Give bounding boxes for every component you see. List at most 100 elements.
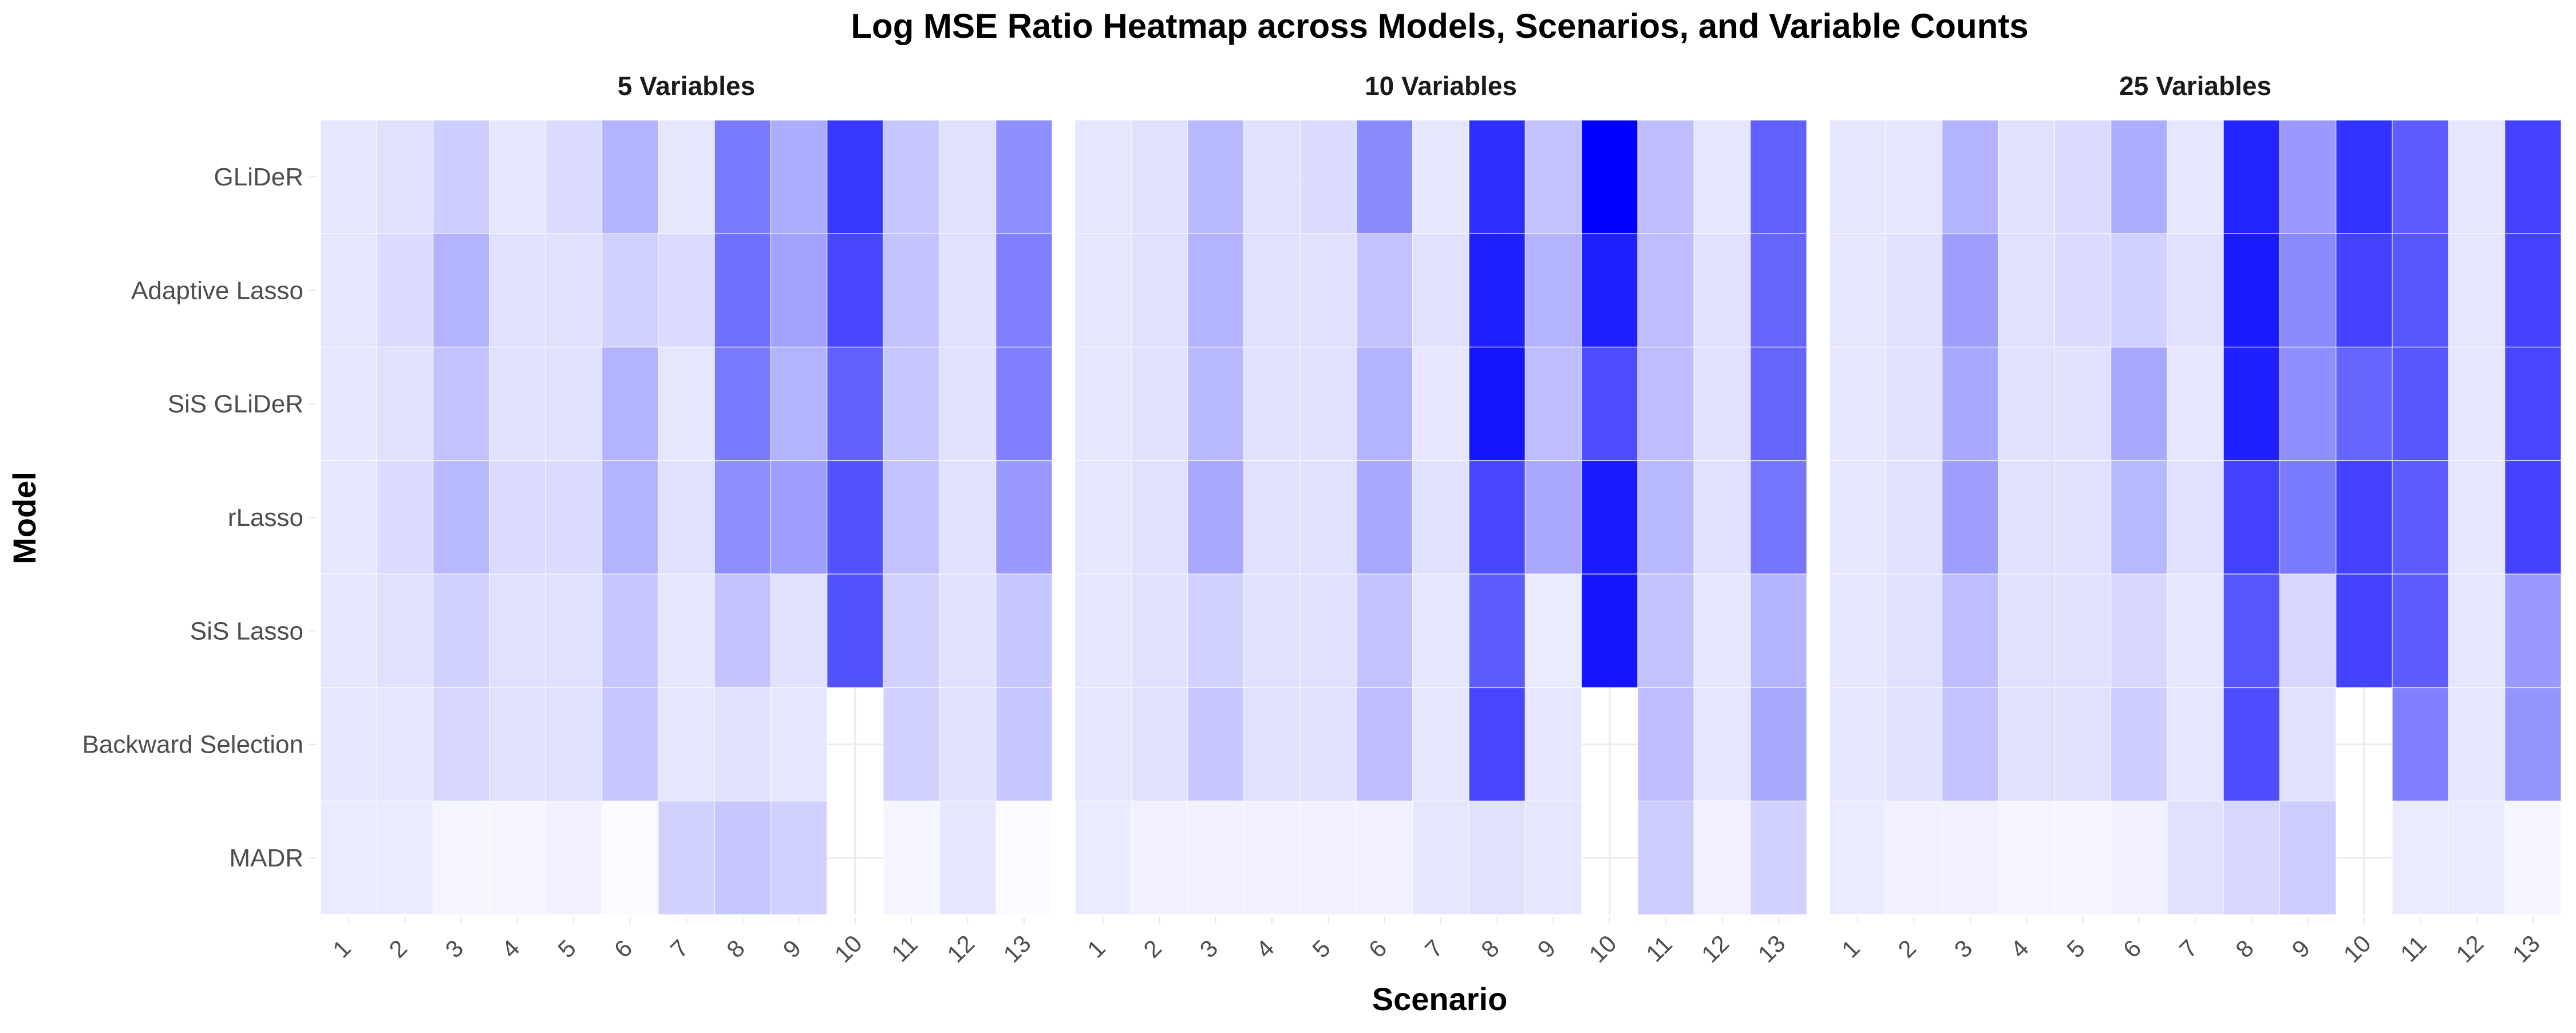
heatmap-cell xyxy=(601,687,659,802)
heatmap-cell xyxy=(2167,573,2224,688)
heatmap-cell xyxy=(1637,800,1695,915)
heatmap-cell xyxy=(2448,233,2506,348)
heatmap-cell xyxy=(714,120,772,235)
heatmap-cell xyxy=(883,460,941,575)
heatmap-cell xyxy=(545,460,603,575)
heatmap-cell xyxy=(2054,800,2112,915)
heatmap-cell xyxy=(1941,120,1999,235)
heatmap-cell xyxy=(1885,573,1943,688)
heatmap-cell xyxy=(770,233,828,348)
chart-title: Log MSE Ratio Heatmap across Models, Sce… xyxy=(851,7,2028,45)
heatmap-cell xyxy=(2110,800,2168,915)
heatmap-cell xyxy=(1829,346,1887,461)
heatmap-cell xyxy=(2336,233,2393,348)
heatmap-cell xyxy=(1693,120,1751,235)
heatmap-cell xyxy=(1074,346,1132,461)
heatmap-cell xyxy=(320,687,378,802)
x-tick-label: 6 xyxy=(1364,935,1392,963)
heatmap-cell xyxy=(1412,233,1469,348)
x-tick-label: 13 xyxy=(998,930,1036,968)
heatmap-cell xyxy=(1356,346,1413,461)
heatmap-cell xyxy=(1941,346,1999,461)
heatmap-cell xyxy=(320,573,378,688)
heatmap-cell xyxy=(601,233,659,348)
heatmap-cell xyxy=(376,573,434,688)
heatmap-cell xyxy=(1693,573,1751,688)
x-tick-label: 3 xyxy=(1949,935,1978,963)
heatmap-cell xyxy=(1693,460,1751,575)
heatmap-cell xyxy=(1581,120,1638,235)
heatmap-cell xyxy=(1885,460,1943,575)
heatmap-cell xyxy=(601,573,659,688)
heatmap-cell xyxy=(1998,233,2055,348)
heatmap-cell xyxy=(827,120,884,235)
heatmap-cell xyxy=(489,120,546,235)
heatmap-cell xyxy=(320,800,378,915)
y-tick-label: Adaptive Lasso xyxy=(131,276,303,304)
heatmap-cell xyxy=(714,800,772,915)
heatmap-cell xyxy=(827,460,884,575)
heatmap-cell xyxy=(1299,346,1357,461)
heatmap-cell xyxy=(1299,800,1357,915)
heatmap-cell xyxy=(2504,120,2562,235)
x-tick-label: 13 xyxy=(1752,930,1790,968)
heatmap-cell xyxy=(1187,800,1244,915)
heatmap-cell xyxy=(1693,800,1751,915)
heatmap-cell xyxy=(1356,120,1413,235)
heatmap-cell xyxy=(1829,800,1887,915)
heatmap-cell xyxy=(883,120,941,235)
heatmap-cell xyxy=(2392,233,2449,348)
heatmap-cell xyxy=(432,120,490,235)
heatmap-cell xyxy=(1187,346,1244,461)
y-tick-label: rLasso xyxy=(228,504,303,532)
heatmap-cell xyxy=(2054,120,2112,235)
heatmap-cell xyxy=(1524,573,1582,688)
heatmap-cell xyxy=(320,460,378,575)
heatmap-cell xyxy=(545,233,603,348)
heatmap-cell xyxy=(1524,346,1582,461)
y-tick-label: GLiDeR xyxy=(214,163,304,191)
heatmap-cell xyxy=(1829,120,1887,235)
heatmap-cell xyxy=(1187,573,1244,688)
x-tick-label: 12 xyxy=(2451,930,2488,968)
heatmap-cell xyxy=(1581,346,1638,461)
heatmap-cell xyxy=(1749,233,1807,348)
heatmap-cell xyxy=(2279,120,2337,235)
heatmap-cell xyxy=(1243,346,1301,461)
heatmap-cell xyxy=(2504,573,2562,688)
x-tick-label: 7 xyxy=(2174,935,2203,963)
heatmap-cell xyxy=(1524,687,1582,802)
heatmap-cell xyxy=(1998,346,2055,461)
x-tick-label: 12 xyxy=(942,930,979,968)
x-tick-label: 1 xyxy=(1836,935,1865,963)
x-tick-label: 4 xyxy=(1251,935,1279,963)
heatmap-cell xyxy=(1749,800,1807,915)
heatmap-cell xyxy=(1885,687,1943,802)
facet-label: 10 Variables xyxy=(1365,71,1517,101)
heatmap-cell xyxy=(1637,346,1695,461)
heatmap-cell xyxy=(2392,573,2449,688)
x-tick-label: 8 xyxy=(721,935,750,963)
heatmap-cell xyxy=(1693,346,1751,461)
heatmap-cell xyxy=(1524,460,1582,575)
heatmap-cell xyxy=(601,120,659,235)
heatmap-cell xyxy=(939,800,997,915)
heatmap-cell xyxy=(1998,687,2055,802)
heatmap-cell xyxy=(1941,573,1999,688)
x-tick-label: 11 xyxy=(886,931,923,967)
heatmap-cell xyxy=(432,346,490,461)
heatmap-cell xyxy=(2167,346,2224,461)
heatmap-cell xyxy=(2110,687,2168,802)
y-axis-label: Model xyxy=(6,472,42,564)
heatmap-cell xyxy=(2448,120,2506,235)
y-tick-label: Backward Selection xyxy=(82,731,303,759)
x-tick-label: 9 xyxy=(777,935,806,963)
heatmap-cell xyxy=(1829,687,1887,802)
heatmap-cell xyxy=(1468,120,1526,235)
heatmap-cell xyxy=(2392,120,2449,235)
heatmap-cell xyxy=(1749,573,1807,688)
heatmap-cell xyxy=(1581,233,1638,348)
heatmap-cell xyxy=(1468,460,1526,575)
